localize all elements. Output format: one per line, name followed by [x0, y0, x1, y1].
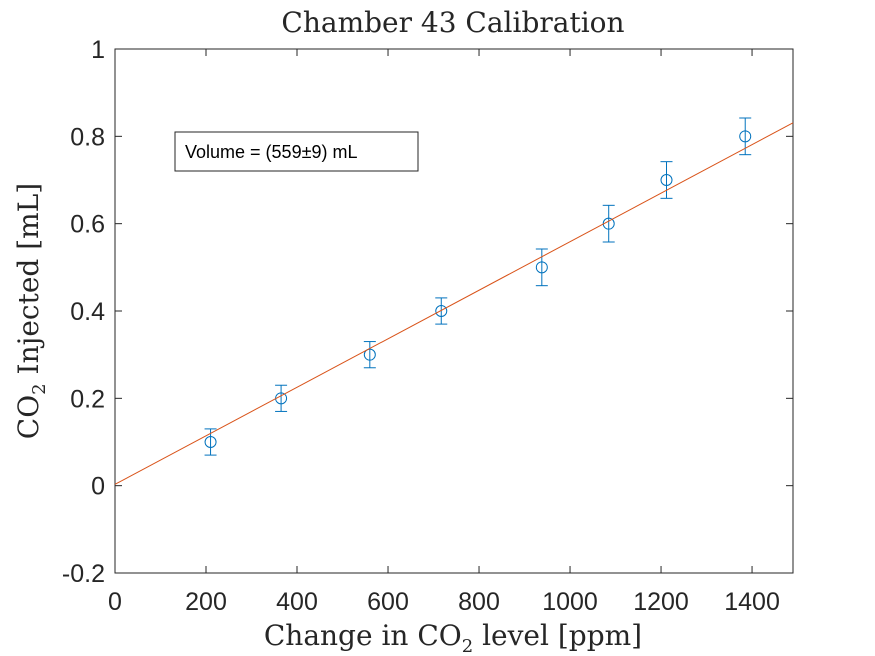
series-layer	[114, 117, 794, 485]
annotation-text: Volume = (559±9) mL	[185, 142, 357, 162]
y-axis-label: CO2 Injected [mL]	[12, 183, 50, 439]
data-point	[739, 117, 752, 156]
x-tick-label: 0	[108, 588, 122, 616]
x-tick-label: 1400	[724, 588, 780, 616]
chart-title: Chamber 43 Calibration	[281, 6, 624, 39]
x-tick-label: 1200	[633, 588, 689, 616]
plot-border	[114, 48, 794, 574]
tick-layer: 0 200 400 600 800 1000 1200 1400-0.200.20.40.60…	[62, 36, 793, 616]
data-point	[363, 341, 376, 369]
data-point	[660, 161, 673, 199]
y-tick-label: 0.2	[70, 385, 105, 413]
fit-line	[114, 122, 794, 485]
y-tick-label: 0	[91, 473, 105, 501]
y-tick-label: -0.2	[62, 560, 105, 588]
point-marker	[660, 174, 673, 186]
x-tick-label: 600	[367, 588, 409, 616]
data-point	[535, 248, 548, 287]
x-axis-label: Change in CO2 level [ppm]	[264, 619, 642, 656]
point-marker	[435, 305, 448, 317]
y-tick-label: 1	[91, 36, 105, 64]
plot-area	[114, 48, 794, 574]
x-tick-label: 1000	[542, 588, 598, 616]
y-tick-label: 0.8	[70, 123, 105, 151]
x-tick-label: 800	[458, 588, 500, 616]
data-point	[275, 384, 288, 412]
data-point	[435, 297, 448, 325]
data-point	[204, 428, 217, 456]
y-tick-label: 0.4	[70, 298, 105, 326]
y-tick-label: 0.6	[70, 211, 105, 239]
x-tick-label: 400	[276, 588, 318, 616]
point-marker	[739, 130, 752, 143]
point-marker	[204, 436, 217, 448]
x-tick-label: 200	[185, 588, 227, 616]
annotation-box: Volume = (559±9) mL	[174, 131, 419, 172]
point-marker	[363, 348, 376, 361]
point-marker	[535, 261, 548, 274]
